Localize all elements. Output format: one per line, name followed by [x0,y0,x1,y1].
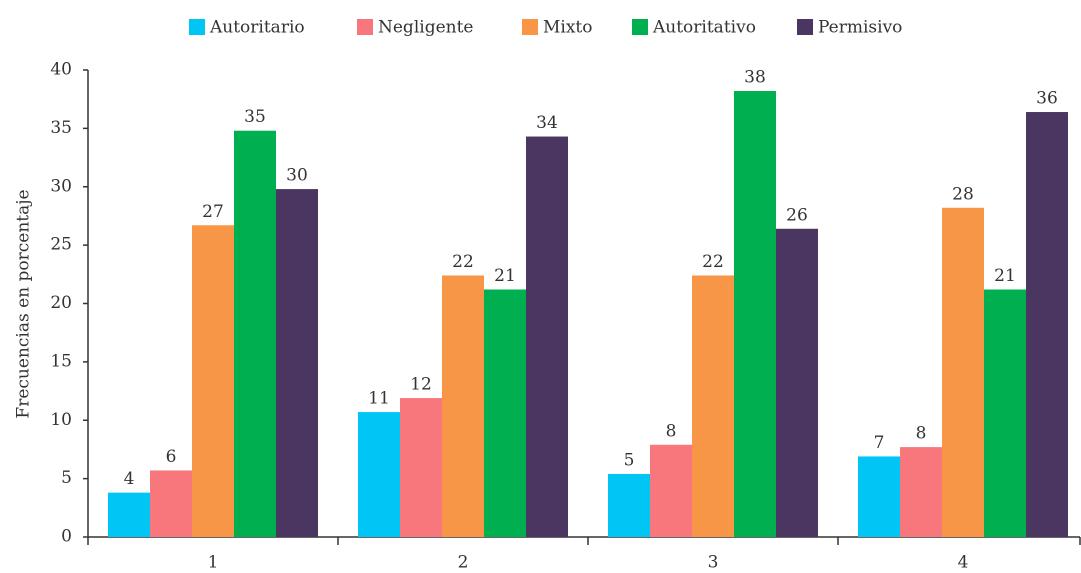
bar [942,207,984,537]
y-tick-label: 40 [50,60,72,80]
value-label: 7 [874,433,885,453]
y-tick-label: 15 [50,351,72,371]
y-tick-label: 5 [61,468,72,488]
value-label: 5 [624,450,635,470]
value-label: 8 [666,421,677,441]
legend-label: Autoritario [209,18,305,38]
legend-label: Negligente [378,18,473,38]
value-label: 26 [786,205,808,225]
y-tick-label: 0 [61,527,72,547]
bar [400,398,442,537]
value-label: 35 [244,107,266,127]
bar [234,130,276,537]
y-tick-label: 25 [50,235,72,255]
legend-swatch [632,19,648,35]
value-label: 27 [202,202,224,222]
bar [358,412,400,537]
y-tick-label: 35 [50,118,72,138]
bar [858,456,900,537]
value-label: 38 [744,68,766,88]
bar [650,444,692,537]
x-tick-label: 1 [208,553,219,573]
bar [526,136,568,538]
y-axis-label: Frecuencias en porcentaje [14,189,34,418]
value-label: 30 [286,166,308,186]
bar [108,492,150,537]
bar [150,470,192,537]
x-tick-label: 2 [458,553,469,573]
bar [276,189,318,537]
value-label: 36 [1036,89,1058,109]
legend-swatch [357,19,373,35]
bar [192,225,234,537]
bar [734,91,776,537]
legend-swatch [189,19,205,35]
y-tick-label: 10 [50,410,72,430]
x-tick-label: 3 [708,553,719,573]
value-label: 21 [494,266,516,286]
legend-swatch [522,19,538,35]
x-tick-label: 4 [958,553,969,573]
value-label: 21 [994,266,1016,286]
bar [484,289,526,537]
value-label: 6 [166,447,177,467]
bar [1026,112,1068,537]
value-label: 4 [124,469,135,489]
legend-label: Autoritativo [652,18,756,38]
value-label: 28 [952,184,974,204]
value-label: 12 [410,375,432,395]
bar [608,473,650,537]
legend-label: Permisivo [818,18,902,38]
bar [442,275,484,537]
bar [900,447,942,537]
value-label: 11 [368,389,390,409]
value-label: 22 [452,252,474,272]
bar [776,228,818,537]
legend-label: Mixto [543,18,593,38]
bar [692,275,734,537]
bar [984,289,1026,537]
y-tick-label: 20 [50,293,72,313]
legend-swatch [797,19,813,35]
y-tick-label: 30 [50,176,72,196]
value-label: 34 [536,113,558,133]
value-label: 8 [916,424,927,444]
value-label: 22 [702,252,724,272]
